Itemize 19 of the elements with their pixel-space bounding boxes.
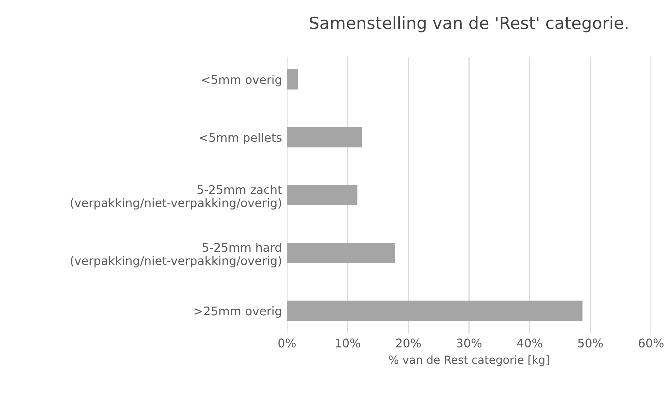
x-tick-label: 60% — [639, 338, 664, 348]
bar — [287, 70, 298, 90]
y-tick-label: 5-25mm hard (verpakking/niet-verpakking/overig) — [70, 243, 282, 268]
x-tick-label: 0% — [278, 338, 296, 348]
y-tick-label: <5mm pellets — [200, 133, 282, 144]
y-tick-label: >25mm overig — [194, 306, 282, 318]
bar — [287, 127, 362, 148]
x-tick-label: 10% — [336, 338, 360, 348]
x-tick-label: 40% — [517, 338, 542, 348]
x-tick-label: 20% — [396, 338, 422, 348]
bar — [287, 185, 358, 206]
bar — [287, 300, 583, 322]
y-tick-label: <5mm overig — [202, 75, 282, 87]
x-axis-title: % van de Rest categorie [kg] — [389, 356, 549, 366]
y-tick-label: 5-25mm zacht (verpakking/niet-verpakking/overig) — [70, 185, 282, 210]
x-tick-label: 30% — [457, 338, 482, 348]
x-tick-label: 50% — [578, 338, 604, 348]
bar — [287, 243, 396, 264]
chart-title: Samenstelling van de 'Rest' categorie. — [310, 16, 628, 33]
